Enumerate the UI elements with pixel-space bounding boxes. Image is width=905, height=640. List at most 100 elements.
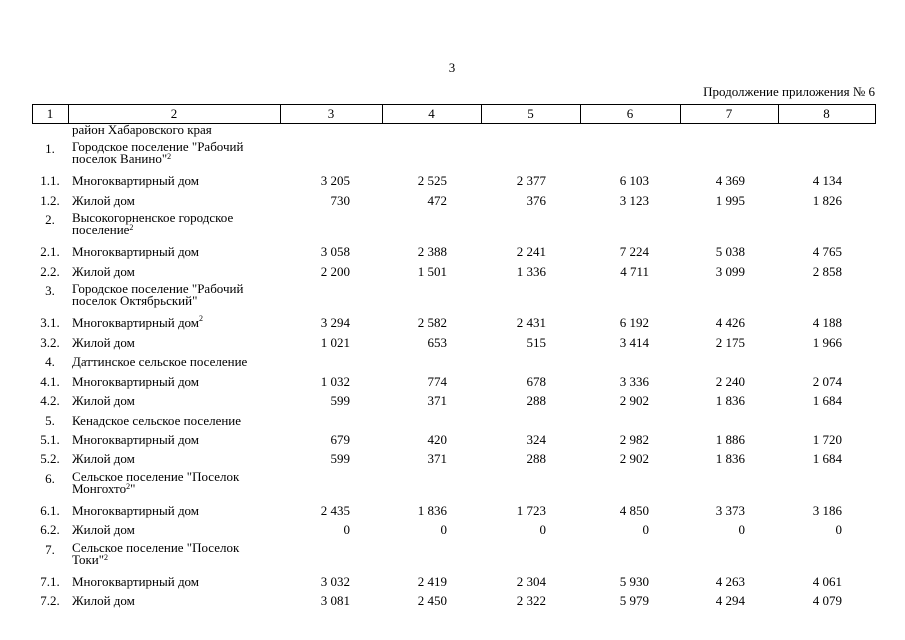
row-name: Жилой дом [72, 393, 135, 409]
value-cell: 1 836 [715, 451, 745, 467]
row-number: 5. [45, 412, 55, 428]
name-line: Жилой дом [72, 393, 135, 409]
row-name: Многоквартирный дом2 [72, 315, 203, 331]
row-number: 3. [45, 283, 55, 299]
table-border [778, 104, 779, 123]
value-cell: 6 192 [619, 315, 649, 331]
value-cell: 1 684 [812, 393, 842, 409]
value-cell: 6 103 [619, 173, 649, 189]
header-cell: 6 [626, 106, 634, 121]
value-cell: 4 079 [812, 593, 842, 609]
value-cell: 3 186 [812, 502, 842, 518]
row-number: 1. [45, 141, 55, 157]
value-cell: 3 123 [619, 192, 649, 208]
row-name: Сельское поселение "Поселок Монгохто2" [72, 470, 239, 496]
row-number: 2.2. [40, 263, 60, 279]
value-cell: 1 032 [320, 373, 350, 389]
value-cell: 2 240 [715, 373, 745, 389]
table-border [680, 104, 681, 123]
footnote-mark: 2 [167, 152, 172, 162]
name-line: поселение [72, 222, 130, 238]
value-cell: 4 188 [812, 315, 842, 331]
header-cell: 7 [725, 106, 733, 121]
table-border [32, 104, 33, 123]
row-number: 2.1. [40, 244, 60, 260]
value-cell: 7 224 [619, 244, 649, 260]
row-name: Городское поселение "Рабочий поселок Вани… [72, 139, 244, 165]
table-border [32, 123, 876, 124]
value-cell: 2 582 [417, 315, 447, 331]
name-line: Городское поселение "Рабочий [72, 139, 244, 155]
row-name: Даттинское сельское поселение [72, 354, 247, 370]
value-cell: 774 [427, 373, 448, 389]
value-cell: 2 431 [516, 315, 546, 331]
value-cell: 2 450 [417, 593, 447, 609]
page-number: 3 [448, 60, 456, 75]
value-cell: 288 [526, 451, 547, 467]
value-cell: 4 711 [620, 263, 649, 279]
row-name: Жилой дом [72, 451, 135, 467]
name-line: Многоквартирный дом [72, 502, 200, 518]
value-cell: 599 [330, 393, 351, 409]
value-cell: 288 [526, 393, 547, 409]
name-line: район Хабаровского края [72, 122, 212, 137]
caption: Продолжение приложения № 6 [703, 84, 875, 99]
name-line: Многоквартирный дом [72, 173, 200, 189]
value-cell: 2 200 [320, 263, 350, 279]
row-name: Многоквартирный дом [72, 503, 199, 519]
name-line: Жилой дом [72, 451, 135, 467]
value-cell: 2 435 [320, 502, 350, 518]
header-cell: 2 [170, 106, 178, 121]
value-cell: 0 [835, 522, 843, 538]
value-cell: 1 836 [715, 393, 745, 409]
row-number: 5.1. [40, 431, 60, 447]
value-cell: 3 205 [320, 173, 350, 189]
value-cell: 4 369 [715, 173, 745, 189]
name-tail: " [130, 480, 136, 496]
header-cell: 1 [46, 106, 54, 121]
value-cell: 3 294 [320, 315, 350, 331]
value-cell: 472 [427, 192, 448, 208]
value-cell: 4 426 [715, 315, 745, 331]
table-border [481, 104, 482, 123]
row-name: Жилой дом [72, 264, 135, 280]
value-cell: 1 966 [812, 334, 842, 350]
header-cell: 4 [428, 106, 435, 121]
table-border [875, 104, 876, 123]
value-cell: 2 858 [812, 263, 842, 279]
row-number: 1.1. [40, 173, 60, 189]
row-number: 4.2. [40, 393, 60, 409]
row-name: Многоквартирный дом [72, 244, 199, 260]
value-cell: 3 099 [715, 263, 745, 279]
name-line: Жилой дом [72, 192, 135, 208]
value-cell: 3 373 [715, 502, 745, 518]
name-line: поселок Октябрьский" [72, 293, 198, 309]
row-name: Сельское поселение "Поселок Токи"2 [72, 539, 240, 566]
value-cell: 0 [642, 522, 650, 538]
footnote-mark: 2 [129, 223, 134, 233]
row-number: 1.2. [40, 192, 60, 208]
value-cell: 420 [427, 431, 448, 447]
table-border [382, 104, 383, 123]
value-cell: 1 836 [417, 502, 447, 518]
row-name: район Хабаровского края [72, 122, 212, 138]
value-cell: 2 175 [715, 334, 745, 350]
header-cell: 3 [327, 106, 335, 121]
value-cell: 1 684 [812, 451, 842, 467]
value-cell: 4 294 [715, 593, 745, 609]
row-number: 6.2. [40, 522, 60, 538]
name-line: Многоквартирный дом [72, 431, 200, 447]
name-line: Жилой дом [72, 334, 135, 350]
value-cell: 1 723 [516, 502, 546, 518]
row-name: Многоквартирный дом [72, 173, 199, 189]
name-line: Многоквартирный дом [72, 373, 200, 389]
value-cell: 2 902 [619, 451, 649, 467]
value-cell: 324 [526, 431, 547, 447]
value-cell: 3 081 [320, 593, 350, 609]
value-cell: 2 377 [516, 173, 546, 189]
value-cell: 371 [427, 451, 448, 467]
value-cell: 3 336 [619, 373, 649, 389]
name-line: Сельское поселение "Поселок [72, 539, 240, 555]
row-name: Высокогорненское городское поселение2 [72, 211, 233, 238]
